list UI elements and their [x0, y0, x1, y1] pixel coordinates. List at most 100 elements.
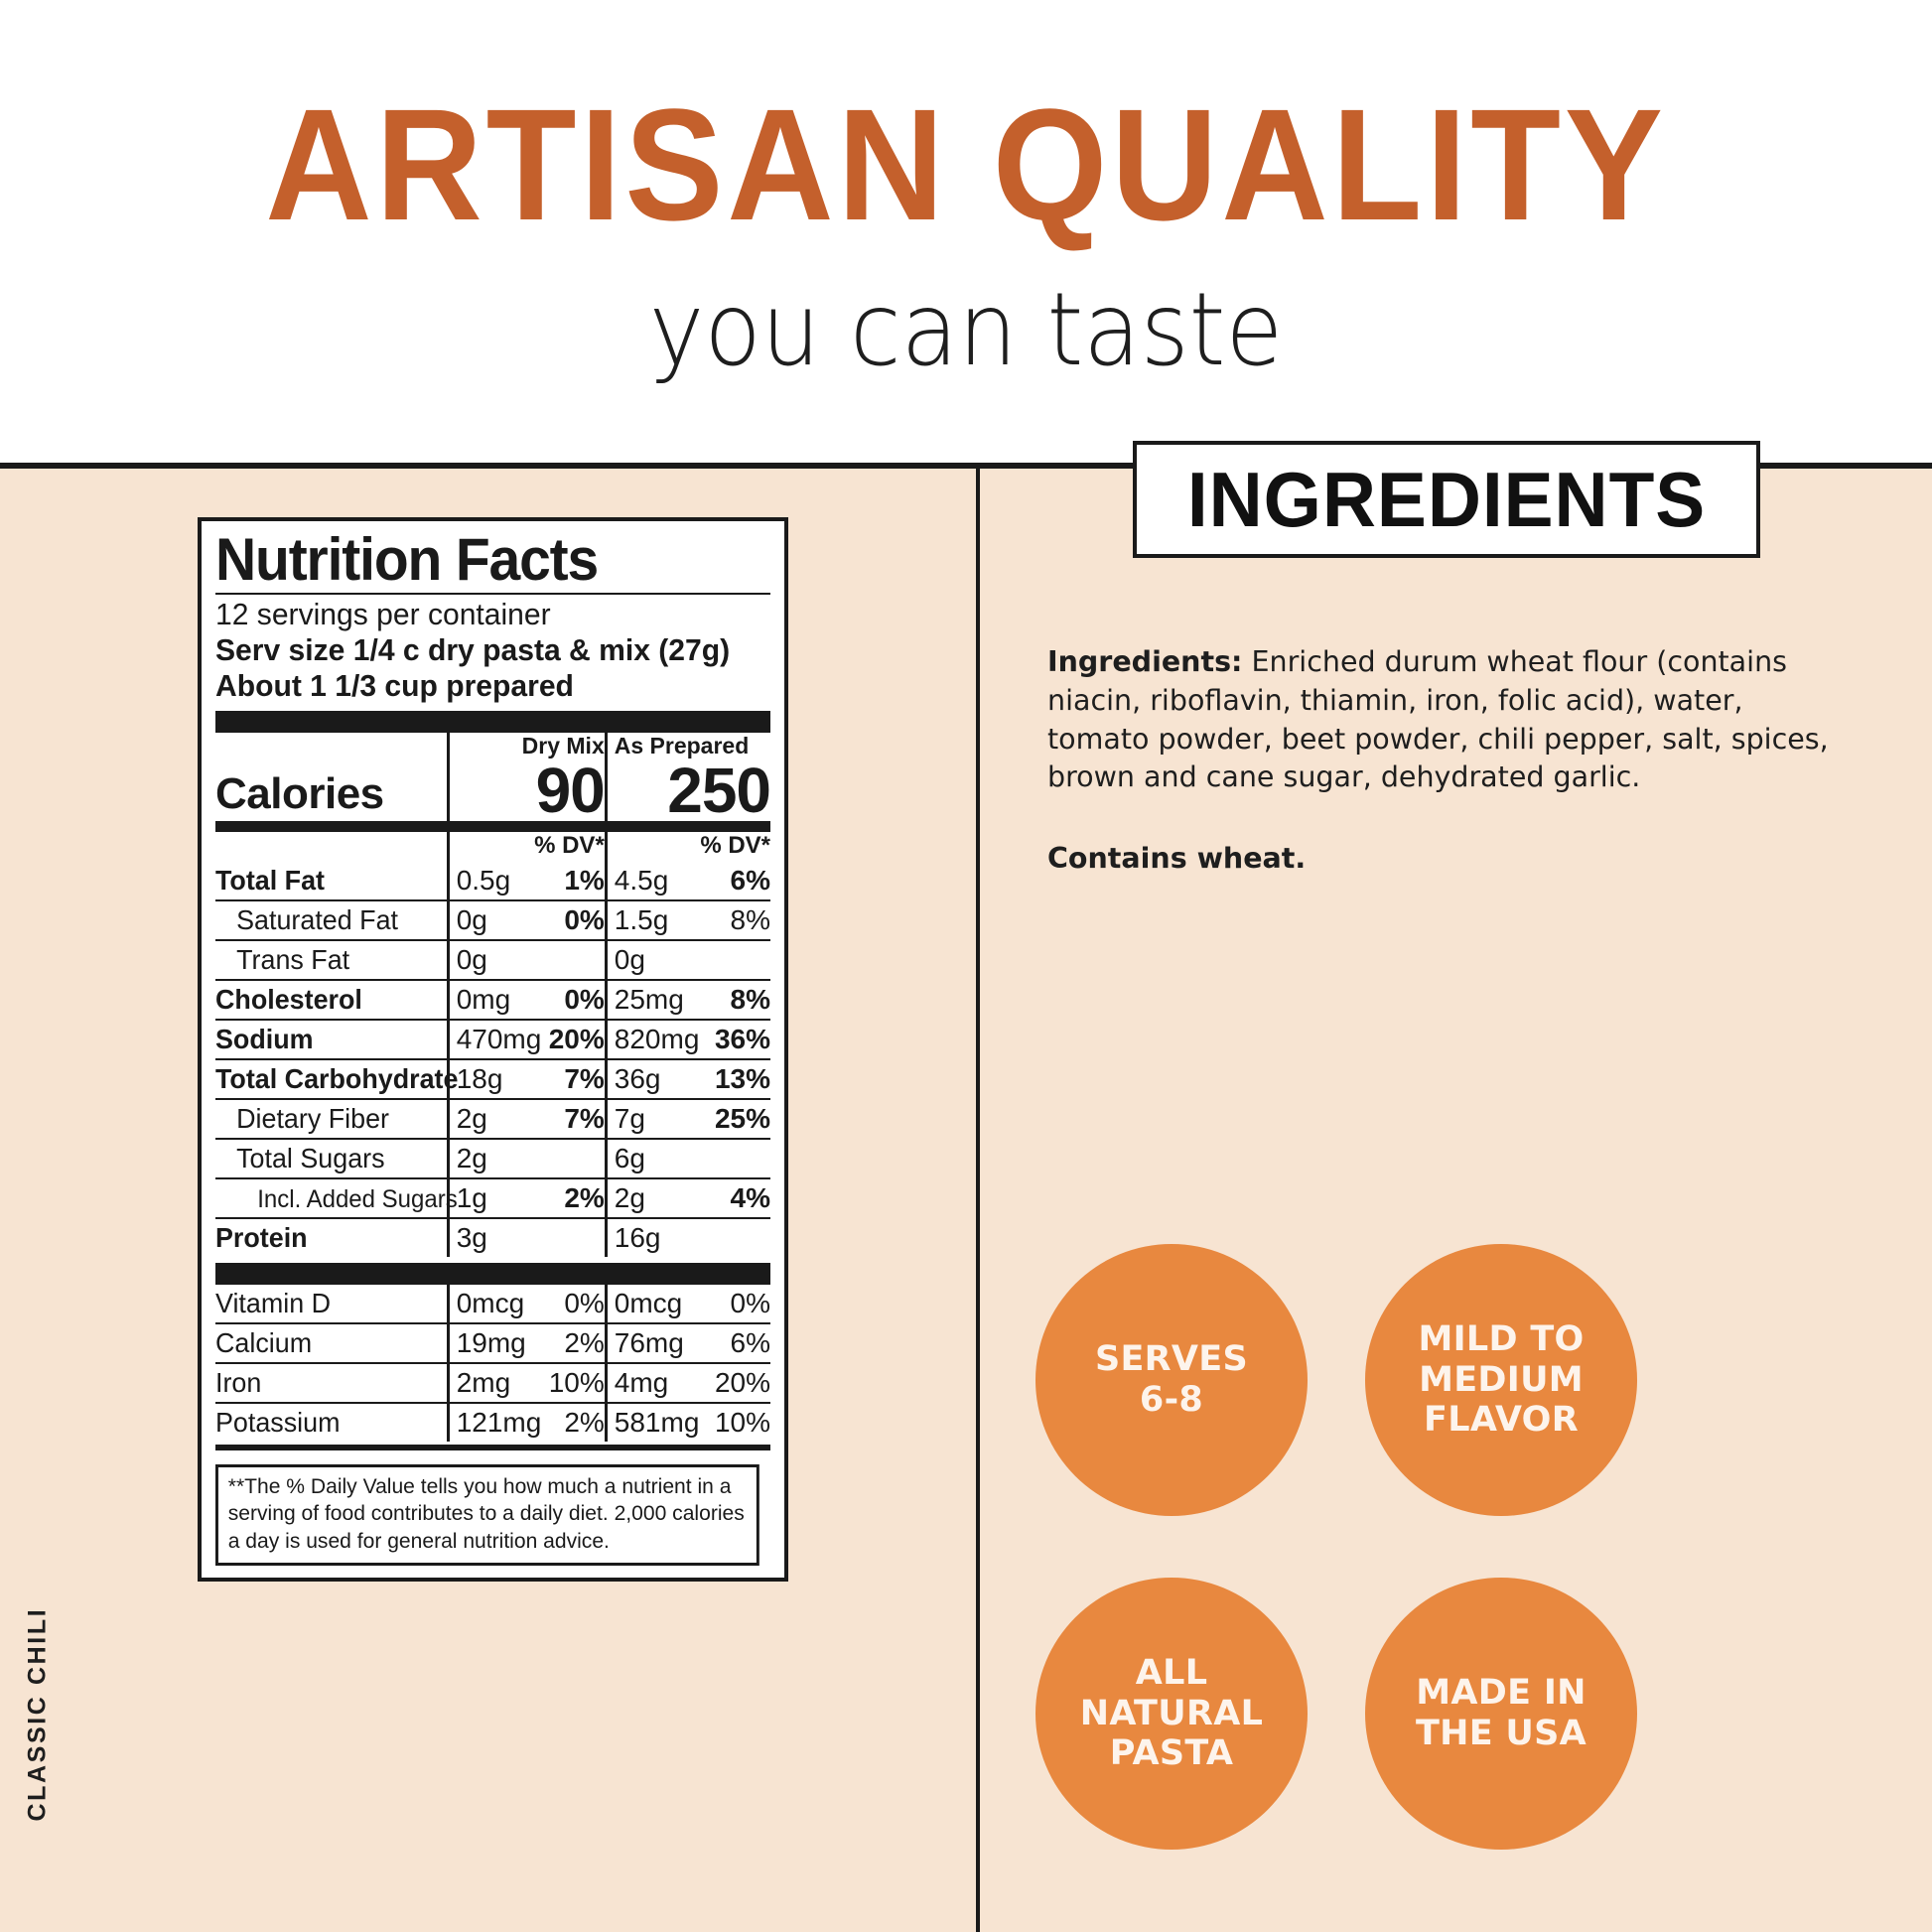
table-row: Vitamin D 0mcg 0% 0mcg 0% — [215, 1284, 770, 1323]
nutrient-rows: Total Fat 0.5g 1% 4.5g 6% Saturated Fat 0g 0% 1.… — [215, 861, 770, 1257]
nutrition-facts-title: Nutrition Facts — [215, 526, 599, 593]
table-row: Cholesterol 0mg 0% 25mg 8% — [215, 978, 770, 1020]
nutrient-dv-as-prepared — [698, 938, 770, 980]
table-row: Protein 3g 16g — [215, 1216, 770, 1257]
nutrient-name: Incl. Added Sugars — [257, 1184, 458, 1213]
calories-row: Calories 90 250 — [215, 759, 771, 822]
nutrient-dv-as-prepared: 8% — [698, 978, 770, 1020]
feature-badge: SERVES 6-8 — [1035, 1244, 1308, 1516]
micronutrient-amount-dry-mix: 19mg — [446, 1321, 529, 1363]
rule-thick — [215, 710, 770, 733]
ingredients-list: Enriched durum wheat flour (contains nia… — [1047, 645, 1829, 794]
feature-badge: MILD TO MEDIUM FLAVOR — [1365, 1244, 1637, 1516]
dv-header-dry-mix: % DV* — [446, 831, 607, 862]
nutrition-facts-panel: Nutrition Facts 12 servings per containe… — [198, 517, 788, 1583]
calories-label: Calories — [215, 768, 384, 818]
nutrient-amount-dry-mix: 0mg — [446, 978, 529, 1020]
nutrient-dv-dry-mix — [528, 1137, 607, 1178]
flavor-name-vertical: CLASSIC CHILI — [23, 1606, 52, 1822]
table-row: Incl. Added Sugars 1g 2% 2g 4% — [215, 1176, 770, 1218]
nutrient-dv-dry-mix: 0% — [528, 978, 607, 1020]
micronutrient-amount-as-prepared: 581mg — [604, 1401, 699, 1442]
micronutrient-name: Iron — [215, 1366, 262, 1398]
ingredients-text: Ingredients: Enriched durum wheat flour … — [1047, 643, 1842, 797]
nutrient-amount-as-prepared: 820mg — [604, 1018, 699, 1059]
nutrient-name: Total Fat — [215, 864, 326, 896]
nutrient-dv-dry-mix: 1% — [564, 864, 605, 896]
nutrient-dv-as-prepared: 8% — [698, 898, 770, 940]
nutrient-amount-dry-mix: 0g — [446, 938, 529, 980]
table-row: Total Sugars 2g 6g — [215, 1137, 770, 1178]
micronutrient-amount-dry-mix: 0mcg — [446, 1284, 529, 1323]
micronutrient-dv-as-prepared: 10% — [698, 1401, 770, 1442]
column-header-dry-mix: Dry Mix — [446, 732, 607, 760]
nutrient-amount-dry-mix: 2g — [446, 1137, 529, 1178]
nutrient-amount-as-prepared: 25mg — [604, 978, 699, 1020]
nutrient-dv-dry-mix — [528, 1216, 607, 1257]
micronutrient-amount-dry-mix: 121mg — [446, 1401, 541, 1442]
micronutrient-name: Vitamin D — [215, 1287, 332, 1318]
micronutrient-dv-as-prepared: 20% — [698, 1361, 770, 1403]
nutrient-amount-as-prepared: 0g — [604, 938, 699, 980]
nutrient-dv-as-prepared: 25% — [698, 1097, 770, 1139]
nutrient-name: Protein — [215, 1221, 308, 1253]
nutrient-dv-dry-mix: 0% — [528, 898, 607, 940]
column-header-row: Dry Mix As Prepared — [215, 732, 770, 760]
micronutrient-name: Calcium — [215, 1326, 313, 1358]
nutrient-amount-as-prepared: 4.5g — [604, 861, 699, 900]
micronutrient-dv-dry-mix: 10% — [528, 1361, 607, 1403]
daily-value-footnote: **The % Daily Value tells you how much a… — [215, 1463, 759, 1567]
nutrient-dv-as-prepared: 13% — [698, 1057, 770, 1099]
feature-badge-label: SERVES 6-8 — [1094, 1339, 1249, 1420]
page-subtitle: you can taste — [648, 271, 1284, 389]
nutrient-table: % DV* % DV* Total Fat 0.5g 1% 4.5g 6% Saturat… — [215, 831, 770, 1257]
serving-size: Serv size 1/4 c dry pasta & mix (27g) — [215, 632, 731, 668]
feature-badge-label: MILD TO MEDIUM FLAVOR — [1418, 1319, 1585, 1441]
micronutrient-amount-dry-mix: 2mg — [446, 1361, 529, 1403]
micronutrient-rows: Vitamin D 0mcg 0% 0mcg 0% Calcium 19mg 2% 76mg 6%… — [215, 1284, 770, 1442]
table-row: Saturated Fat 0g 0% 1.5g 8% — [215, 898, 770, 940]
table-row: Trans Fat 0g 0g — [215, 938, 770, 980]
micronutrient-amount-as-prepared: 76mg — [604, 1321, 699, 1363]
table-row: Sodium 470mg 20% 820mg 36% — [215, 1018, 770, 1059]
feature-badge-grid: SERVES 6-8 MILD TO MEDIUM FLAVOR ALL NATUR… — [1035, 1244, 1651, 1850]
nutrient-dv-dry-mix: 7% — [528, 1057, 607, 1099]
rule-thick-2 — [215, 1262, 770, 1285]
servings-per-container: 12 servings per container — [215, 596, 551, 631]
nutrient-amount-dry-mix: 0g — [446, 898, 529, 940]
nutrient-name: Sodium — [215, 1023, 314, 1054]
ingredients-header-box: INGREDIENTS — [1133, 441, 1760, 558]
rule-bold — [215, 820, 770, 832]
table-row: Total Carbohydrate 18g 7% 36g 13% — [215, 1057, 770, 1099]
nutrient-name: Total Sugars — [236, 1142, 385, 1173]
nutrient-dv-dry-mix — [528, 938, 607, 980]
header-band: ARTISAN QUALITY you can taste — [0, 0, 1932, 463]
feature-badge: ALL NATURAL PASTA — [1035, 1578, 1308, 1850]
rule-med — [215, 1444, 770, 1450]
table-row: Calcium 19mg 2% 76mg 6% — [215, 1321, 770, 1363]
dv-header-as-prepared: % DV* — [604, 831, 770, 862]
nutrient-amount-as-prepared: 1.5g — [604, 898, 699, 940]
rule — [215, 592, 770, 595]
page-title: ARTISAN QUALITY — [265, 75, 1667, 253]
nutrient-amount-dry-mix: 470mg — [446, 1018, 541, 1059]
nutrient-amount-as-prepared: 2g — [604, 1176, 699, 1218]
feature-badge-label: MADE IN THE USA — [1415, 1673, 1587, 1753]
ingredients-header-label: INGREDIENTS — [1186, 455, 1707, 543]
nutrient-amount-as-prepared: 7g — [604, 1097, 699, 1139]
micronutrient-dv-as-prepared: 0% — [730, 1287, 770, 1318]
table-row: Total Fat 0.5g 1% 4.5g 6% — [215, 861, 770, 900]
nutrient-amount-dry-mix: 3g — [446, 1216, 529, 1257]
nutrient-dv-as-prepared — [698, 1216, 770, 1257]
micronutrient-name: Potassium — [215, 1406, 341, 1438]
feature-badge: MADE IN THE USA — [1365, 1578, 1637, 1850]
nutrient-dv-dry-mix: 2% — [528, 1176, 607, 1218]
micronutrient-dv-dry-mix: 0% — [564, 1287, 605, 1318]
table-row: Dietary Fiber 2g 7% 7g 25% — [215, 1097, 770, 1139]
micronutrient-amount-as-prepared: 0mcg — [604, 1284, 699, 1323]
micronutrient-dv-as-prepared: 6% — [698, 1321, 770, 1363]
nutrient-name: Trans Fat — [236, 943, 350, 975]
feature-badge-label: ALL NATURAL PASTA — [1079, 1653, 1264, 1774]
nutrient-dv-as-prepared: 4% — [698, 1176, 770, 1218]
